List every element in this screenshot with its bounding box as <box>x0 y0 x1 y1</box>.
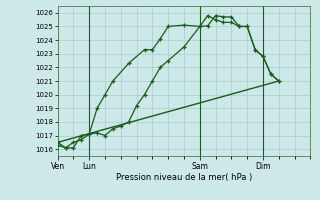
X-axis label: Pression niveau de la mer( hPa ): Pression niveau de la mer( hPa ) <box>116 173 252 182</box>
